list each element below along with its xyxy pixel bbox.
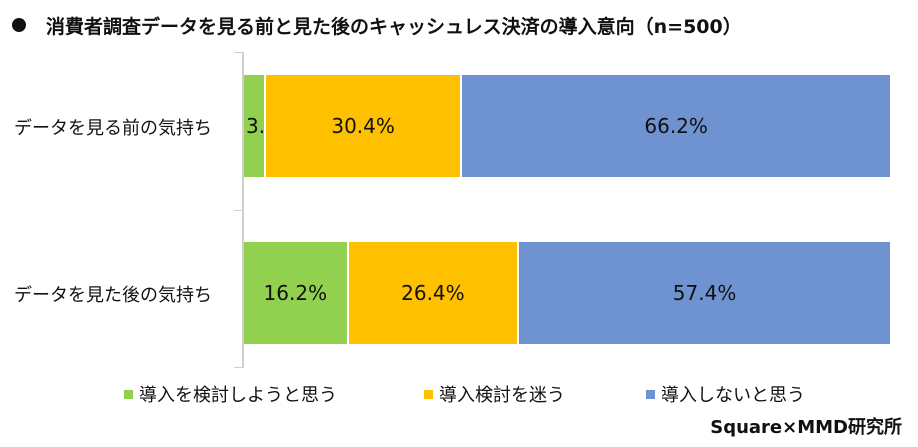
legend: 導入を検討しようと思う 導入検討を迷う 導入しないと思う [124, 381, 805, 407]
segment-introduce: 16.2% [244, 242, 349, 344]
legend-item-introduce: 導入を検討しようと思う [124, 381, 424, 407]
legend-swatch-icon [124, 389, 133, 399]
source-credit: Square×MMD研究所 [710, 417, 902, 438]
y-axis-line [242, 52, 244, 368]
chart-title: 消費者調査データを見る前と見た後のキャッシュレス決済の導入意向（n=500） [12, 12, 742, 39]
category-label-after: データを見た後の気持ち [14, 285, 212, 306]
data-label: 16.2% [263, 281, 328, 305]
axis-tick [234, 367, 242, 368]
legend-swatch-icon [646, 389, 655, 399]
segment-introduce: 3.4% [244, 75, 297, 177]
axis-tick [234, 210, 242, 211]
legend-label: 導入を検討しようと思う [139, 385, 337, 406]
category-label-before: データを見る前の気持ち [14, 118, 212, 139]
data-label: 30.4% [331, 114, 395, 138]
bar-before: 3.4% 30.4% 66.2% [244, 75, 890, 177]
segment-not-introduce: 57.4% [519, 242, 890, 344]
bullet-icon [12, 18, 26, 32]
legend-item-undecided: 導入検討を迷う [424, 381, 646, 407]
axis-tick [234, 52, 242, 53]
segment-undecided: 26.4% [348, 242, 520, 344]
legend-label: 導入検討を迷う [439, 385, 565, 406]
legend-label: 導入しないと思う [661, 385, 805, 406]
segment-not-introduce: 66.2% [462, 75, 890, 177]
bar-after: 16.2% 26.4% 57.4% [244, 242, 890, 344]
data-label: 57.4% [672, 281, 737, 305]
legend-item-not-introduce: 導入しないと思う [646, 381, 805, 407]
data-label: 26.4% [401, 281, 465, 305]
chart-title-text: 消費者調査データを見る前と見た後のキャッシュレス決済の導入意向（n=500） [46, 16, 742, 38]
data-label: 66.2% [644, 114, 708, 138]
legend-swatch-icon [424, 389, 433, 399]
segment-undecided: 30.4% [265, 75, 463, 177]
